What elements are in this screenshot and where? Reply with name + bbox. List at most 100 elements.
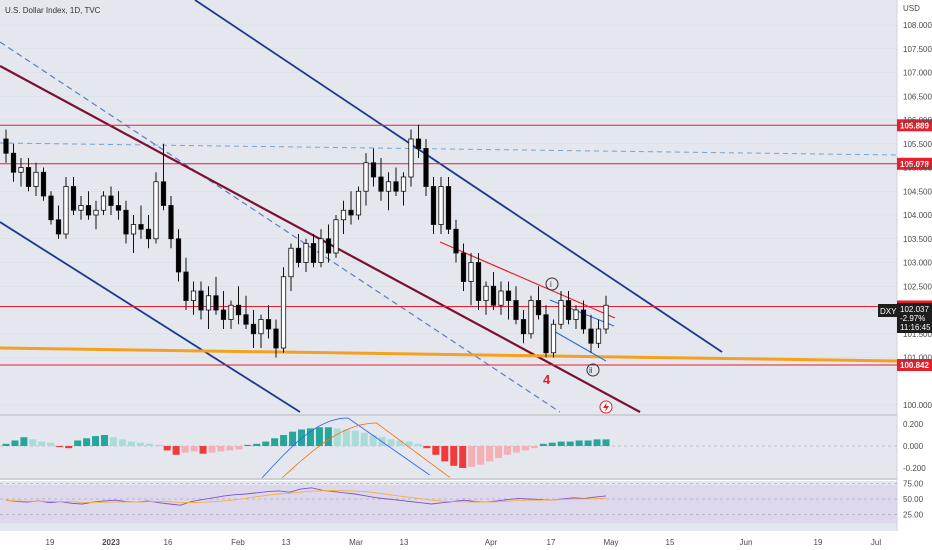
candle-body bbox=[318, 238, 324, 263]
macd-bar bbox=[199, 446, 207, 454]
rsi-tick-label: 75.00 bbox=[903, 480, 924, 489]
candle-body bbox=[573, 309, 579, 320]
chart-title: U.S. Dollar Index, 1D, TVC bbox=[5, 6, 101, 15]
signal-line bbox=[281, 422, 450, 479]
macd-bar bbox=[20, 437, 28, 446]
time-tick-label: 19 bbox=[46, 538, 55, 547]
candle-body bbox=[580, 309, 587, 330]
price-tick-label: 101.000 bbox=[903, 354, 932, 363]
macd-bar bbox=[521, 446, 529, 451]
time-tick-label: 2023 bbox=[102, 538, 120, 547]
macd-bar bbox=[315, 427, 323, 446]
time-tick-label: 19 bbox=[814, 538, 823, 547]
candle-body bbox=[513, 300, 519, 320]
candle-body bbox=[168, 205, 174, 240]
candle-body bbox=[70, 186, 77, 211]
last-price-value: 102.037 bbox=[900, 305, 929, 314]
candle-body bbox=[213, 295, 219, 311]
macd-bar bbox=[539, 443, 547, 446]
price-tick-label: 104.500 bbox=[903, 187, 932, 196]
level-tag bbox=[897, 119, 932, 132]
time-tick-label: 16 bbox=[164, 538, 173, 547]
macd-bar bbox=[289, 431, 297, 446]
candle-body bbox=[498, 290, 504, 306]
rsi-ma-line bbox=[5, 490, 607, 503]
candle-body bbox=[310, 243, 317, 263]
macd-tick-label: 0.000 bbox=[903, 442, 924, 451]
time-tick-label: 17 bbox=[547, 538, 556, 547]
macd-bar bbox=[56, 446, 64, 448]
macd-bar bbox=[423, 446, 431, 449]
macd-bar bbox=[2, 443, 10, 446]
time-tick-label: Jul bbox=[871, 538, 881, 547]
level-tag-label: 105.889 bbox=[900, 121, 929, 130]
symbol-tag: DXY bbox=[880, 307, 897, 316]
level-tag bbox=[897, 359, 932, 372]
candle-body bbox=[228, 304, 234, 320]
macd-bar bbox=[477, 446, 485, 465]
candle-body bbox=[333, 219, 339, 254]
candle-body bbox=[520, 319, 527, 335]
dashed-horizontal-trendline bbox=[0, 142, 898, 156]
macd-line bbox=[261, 417, 430, 479]
price-tick-label: 107.500 bbox=[903, 45, 932, 54]
candle-body bbox=[18, 167, 24, 173]
candle-body bbox=[460, 252, 467, 282]
flag-lower-line bbox=[551, 329, 607, 362]
candle-body bbox=[415, 138, 422, 149]
macd-bar bbox=[512, 446, 520, 453]
macd-bar bbox=[530, 446, 538, 449]
candle-body bbox=[235, 304, 242, 316]
trendlines bbox=[0, 0, 898, 413]
candle-body bbox=[475, 262, 482, 301]
candle-body bbox=[130, 224, 137, 235]
candle-body bbox=[48, 195, 54, 221]
level-tag-label: 105.078 bbox=[900, 160, 929, 169]
macd-bar bbox=[101, 435, 109, 446]
time-tick-label: Mar bbox=[349, 538, 363, 547]
price-tick-label: 108.000 bbox=[903, 21, 932, 30]
macd-bar bbox=[226, 446, 234, 451]
wave-ii-label: ii bbox=[589, 366, 593, 375]
price-tick-label: 104.000 bbox=[903, 211, 932, 220]
candle-body bbox=[325, 238, 332, 254]
macd-bar bbox=[172, 446, 180, 455]
price-tick-label: 102.500 bbox=[903, 282, 932, 291]
macd-bar bbox=[441, 446, 449, 462]
macd-bar bbox=[235, 446, 243, 450]
macd-bar bbox=[280, 435, 288, 446]
price-tick-label: 103.500 bbox=[903, 235, 932, 244]
wave-i-circle bbox=[545, 277, 559, 291]
macd-bar bbox=[83, 438, 91, 446]
macd-bar bbox=[495, 446, 503, 459]
candle-body bbox=[190, 290, 197, 301]
rsi-pane: 75.00 50.00 25.00 bbox=[0, 480, 924, 520]
candle-body bbox=[100, 195, 107, 211]
candle-body bbox=[63, 186, 69, 235]
candle-body bbox=[400, 176, 407, 192]
macd-bar bbox=[468, 446, 476, 467]
time-axis: 19 2023 16 Feb 13 Mar 13 Apr 17 May 15 Jun 19 Jul bbox=[46, 538, 882, 547]
candles bbox=[3, 124, 609, 358]
candle-body bbox=[280, 276, 287, 349]
rsi-tick-label: 50.00 bbox=[903, 495, 924, 504]
macd-bar bbox=[253, 443, 261, 446]
candle-body bbox=[385, 181, 392, 192]
time-tick-label: Apr bbox=[485, 538, 498, 547]
candle-body bbox=[468, 262, 474, 282]
candle-body bbox=[505, 290, 512, 301]
candle-body bbox=[490, 285, 497, 306]
time-tick-label: May bbox=[603, 538, 618, 547]
candle-body bbox=[295, 247, 302, 263]
dashed-diagonal-trendline bbox=[0, 41, 561, 413]
macd-bar bbox=[566, 441, 574, 446]
rsi-tick-label: 25.00 bbox=[903, 511, 924, 520]
candle-body bbox=[85, 205, 92, 216]
macd-bar bbox=[593, 439, 601, 446]
candle-body bbox=[595, 328, 602, 344]
candle-body bbox=[438, 186, 444, 225]
candle-body bbox=[183, 271, 189, 301]
macd-bar bbox=[342, 429, 350, 446]
candle-body bbox=[348, 209, 354, 216]
